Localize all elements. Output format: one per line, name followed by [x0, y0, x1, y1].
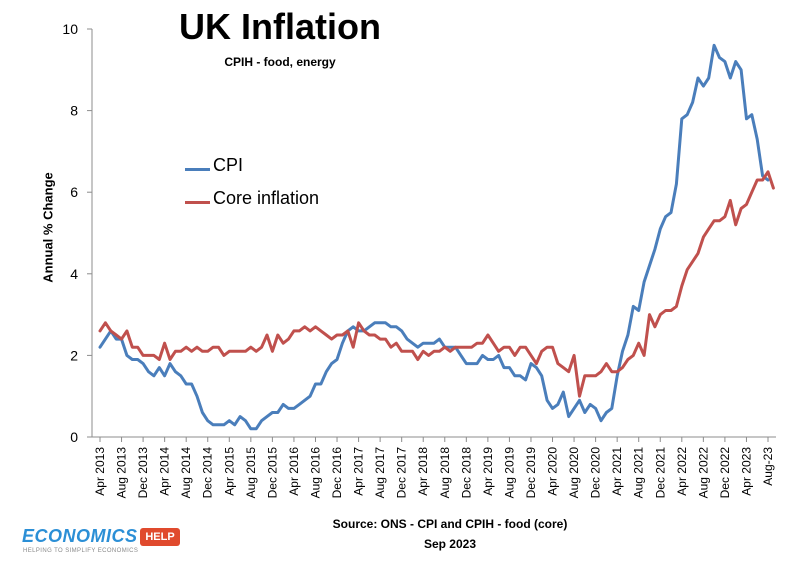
legend-cpi-swatch — [185, 168, 210, 171]
chart-title: UK Inflation — [179, 6, 381, 47]
y-axis-label: Annual % Change — [40, 172, 56, 283]
x-tick-label: Aug 2013 — [115, 447, 129, 499]
x-tick-label: Apr 2015 — [222, 447, 236, 496]
legend-core-label: Core inflation — [213, 188, 320, 208]
x-tick-label: Dec 2018 — [459, 447, 473, 499]
x-tick-label: Dec 2021 — [653, 447, 667, 499]
y-tick-label: 6 — [70, 184, 78, 200]
x-tick-label: Aug 2020 — [567, 447, 581, 499]
y-tick-label: 10 — [62, 21, 78, 37]
x-tick-label: Aug 2017 — [373, 447, 387, 499]
x-tick-label: Apr 2018 — [416, 447, 430, 496]
source-line: Source: ONS - CPI and CPIH - food (core) — [332, 517, 568, 531]
x-axis-ticks: Apr 2013 Aug 2013 Dec 2013 Apr 2014 Aug 2014… — [93, 437, 775, 498]
cpi-series-line — [98, 43, 770, 431]
legend-cpi-label: CPI — [213, 155, 244, 175]
x-tick-label: Aug 2022 — [696, 447, 710, 499]
x-tick-label: Aug 2018 — [438, 447, 452, 499]
x-tick-label: Apr 2021 — [610, 447, 624, 496]
x-tick-label: Aug 2014 — [179, 447, 193, 499]
y-axis-ticks: 0 2 4 6 8 10 — [62, 21, 92, 445]
x-tick-label: Apr 2017 — [352, 447, 366, 496]
logo-tag: HELP — [140, 528, 180, 546]
x-tick-label: Dec 2017 — [395, 447, 409, 499]
x-tick-label: Dec 2014 — [201, 447, 215, 499]
chart-axes — [91, 29, 776, 438]
x-tick-label: Apr 2022 — [675, 447, 689, 496]
y-tick-label: 8 — [70, 103, 78, 119]
x-tick-label: Dec 2015 — [265, 447, 279, 499]
x-tick-label: Apr 2023 — [739, 447, 753, 496]
x-tick-label: Aug 2015 — [244, 447, 258, 499]
x-tick-label: Apr 2014 — [158, 447, 172, 496]
x-tick-label: Dec 2016 — [330, 447, 344, 499]
chart-subtitle: CPIH - food, energy — [224, 55, 336, 69]
x-tick-label: Dec 2013 — [136, 447, 150, 499]
x-tick-label: Apr 2016 — [287, 447, 301, 496]
x-tick-label: Apr 2013 — [93, 447, 107, 496]
source-date: Sep 2023 — [423, 537, 477, 551]
source-note: Source: ONS - CPI and CPIH - food (core)… — [260, 514, 640, 554]
logo-text: ECONOMICS — [22, 526, 138, 546]
x-tick-label: Aug-23 — [761, 447, 775, 486]
x-tick-label: Dec 2019 — [524, 447, 538, 499]
x-tick-label: Aug 2019 — [502, 447, 516, 499]
x-tick-label: Aug 2021 — [632, 447, 646, 499]
x-tick-label: Aug 2016 — [308, 447, 322, 499]
y-tick-label: 4 — [70, 266, 78, 282]
data-series — [98, 43, 775, 431]
logo-subtext: HELPING TO SIMPLIFY ECONOMICS — [23, 548, 139, 554]
x-tick-label: Dec 2022 — [718, 447, 732, 499]
legend-core-swatch — [185, 201, 210, 204]
x-tick-label: Dec 2020 — [589, 447, 603, 499]
economics-help-logo[interactable]: ECONOMICS HELP HELPING TO SIMPLIFY ECONO… — [18, 526, 188, 560]
core-inflation-series-line — [98, 170, 775, 398]
x-tick-label: Apr 2019 — [481, 447, 495, 496]
y-tick-label: 2 — [70, 347, 78, 363]
x-tick-label: Apr 2020 — [546, 447, 560, 496]
y-tick-label: 0 — [70, 429, 78, 445]
